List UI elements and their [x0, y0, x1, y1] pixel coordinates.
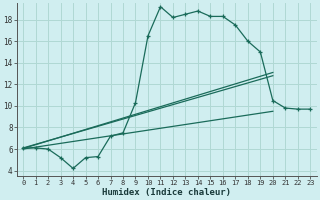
X-axis label: Humidex (Indice chaleur): Humidex (Indice chaleur) — [102, 188, 231, 197]
